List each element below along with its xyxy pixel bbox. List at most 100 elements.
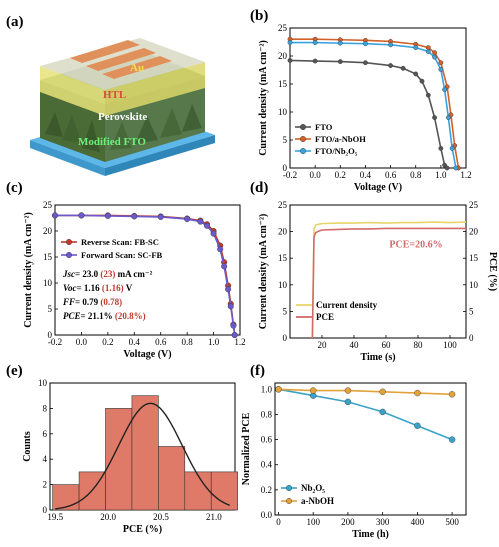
histogram-bar-2 bbox=[105, 408, 133, 511]
data-point-c-1-1 bbox=[78, 212, 85, 219]
annotation-symbol-2: FF bbox=[62, 297, 75, 307]
series-line-b-0 bbox=[289, 59, 448, 169]
legend-label-d-1: PCE bbox=[316, 312, 334, 322]
annotation-2: FF= 0.79 (0.78) bbox=[62, 297, 122, 307]
data-point-b-2-7 bbox=[432, 54, 437, 60]
y-axis-label-right-d: PCE (%) bbox=[487, 252, 498, 291]
x-tick-label-f-3: 300 bbox=[376, 517, 390, 527]
annotation-unit-0: mA cm⁻² bbox=[115, 269, 152, 279]
legend-label-f-1: a-NbOH bbox=[301, 496, 334, 506]
y-tick-label-f-2: 0.4 bbox=[261, 460, 273, 470]
panel-e: (e) 19.5 20.0 20.5 21.0 0 2 4 6 8 10 PCE (%) Counts bbox=[6, 363, 238, 535]
annotation-1: Voc= 1.16 (1.16) V bbox=[63, 283, 133, 293]
x-tick-label-f-5: 500 bbox=[445, 517, 459, 527]
au-electrode-1 bbox=[70, 40, 140, 63]
htl-front-left bbox=[40, 66, 105, 116]
panel-b: (b) -0.2 0.0 0.2 0.4 0.6 0.8 1.0 1.2 0 5 10 15 20 25 V… bbox=[250, 8, 472, 193]
annotation-value-0: = 23.0 bbox=[75, 269, 100, 279]
y-tick-label-e-2: 4 bbox=[43, 454, 48, 464]
x-tick-label-d-0: 20 bbox=[318, 340, 328, 350]
x-tick-label-e-3: 21.0 bbox=[206, 512, 222, 522]
layer-label-au: Au bbox=[130, 62, 144, 74]
x-tick-label-c-0: -0.2 bbox=[48, 337, 62, 347]
data-point-f-1-5 bbox=[448, 391, 456, 398]
x-tick-label-d-2: 60 bbox=[382, 340, 392, 350]
y-tick-label-b-5: 25 bbox=[278, 23, 288, 33]
layer-label-fto: Modified FTO bbox=[78, 136, 146, 148]
panel-a: (a) Au HTL Perovskite Modified FTO bbox=[6, 14, 215, 176]
y-tick-label-c-2: 10 bbox=[43, 278, 53, 288]
y-tick-label-f-3: 0.6 bbox=[261, 435, 273, 445]
legend-label-b-0: FTO bbox=[315, 122, 333, 132]
y-tick-label-d-1: 5 bbox=[283, 306, 288, 316]
y-tick-label-right-d-2: 10 bbox=[469, 280, 479, 290]
y-tick-label-right-d-1: 5 bbox=[469, 306, 474, 316]
annotation-value-1: = 1.16 bbox=[77, 283, 102, 293]
data-point-f-0-2 bbox=[344, 398, 352, 406]
data-point-c-1-14 bbox=[231, 332, 238, 339]
panel-d: (d) 20 40 60 80 100 0 0 5 5 10 10 15 15 20 20 25 25 Time … bbox=[250, 180, 498, 363]
x-tick-label-b-7: 1.2 bbox=[460, 170, 471, 180]
y-tick-label-right-d-0: 0 bbox=[469, 333, 474, 343]
annotation-0: Jsc= 23.0 (23) mA cm⁻² bbox=[62, 269, 153, 279]
x-tick-label-f-0: 0 bbox=[276, 517, 281, 527]
data-point-c-1-9 bbox=[217, 246, 224, 253]
annotation-unit-1: V bbox=[124, 283, 133, 293]
fto-layer-right bbox=[105, 135, 215, 176]
annotation-symbol-0: Jsc bbox=[62, 269, 75, 279]
plot-frame-c bbox=[54, 204, 241, 336]
panel-label-f: (f) bbox=[250, 363, 265, 379]
x-tick-label-d-4: 100 bbox=[443, 340, 457, 350]
data-point-c-1-12 bbox=[227, 303, 234, 310]
data-point-b-0-7 bbox=[419, 78, 425, 84]
panel-label-e: (e) bbox=[6, 363, 23, 379]
x-axis-label-b: Voltage (V) bbox=[354, 182, 402, 193]
x-tick-label-d-1: 40 bbox=[350, 340, 360, 350]
y-axis-label-f: Normalized PCE bbox=[241, 412, 252, 485]
y-axis-label-e: Counts bbox=[22, 431, 33, 462]
histogram-bar-4 bbox=[158, 446, 186, 511]
data-point-b-0-9 bbox=[432, 115, 437, 121]
x-tick-label-c-5: 0.8 bbox=[182, 337, 194, 347]
x-axis-label-e: PCE (%) bbox=[123, 524, 162, 535]
au-electrode-3 bbox=[102, 56, 172, 79]
series-line-f-0 bbox=[278, 388, 453, 441]
legend-label-c-1: Forward Scan: SC-FB bbox=[81, 250, 163, 260]
data-point-b-0-5 bbox=[400, 65, 406, 71]
data-point-f-1-3 bbox=[379, 388, 386, 395]
htl-front-right bbox=[105, 62, 205, 116]
data-point-c-1-7 bbox=[203, 222, 210, 229]
data-point-b-2-1 bbox=[312, 40, 318, 45]
data-point-b-0-2 bbox=[337, 59, 343, 64]
data-point-c-1-10 bbox=[221, 263, 228, 270]
legend-marker-f-1 bbox=[286, 498, 293, 505]
data-point-b-2-2 bbox=[337, 40, 343, 46]
x-tick-label-b-4: 0.6 bbox=[385, 170, 397, 180]
panel-label-b: (b) bbox=[250, 8, 268, 24]
data-point-b-0-0 bbox=[287, 58, 293, 63]
plot-frame-b bbox=[289, 27, 467, 169]
legend-marker-c-1 bbox=[65, 251, 72, 258]
y-tick-label-e-4: 8 bbox=[43, 403, 48, 413]
y-tick-label-b-2: 10 bbox=[278, 107, 288, 117]
data-point-b-2-8 bbox=[438, 67, 444, 72]
x-tick-label-c-7: 1.2 bbox=[234, 337, 245, 347]
y-axis-label-b: Current density (mA cm⁻²) bbox=[258, 40, 269, 156]
plot-frame-d bbox=[289, 204, 467, 339]
legend-label-c-0: Reverse Scan: FB-SC bbox=[81, 237, 159, 247]
data-point-b-2-10 bbox=[445, 115, 451, 121]
data-point-b-2-11 bbox=[449, 145, 455, 151]
panel-label-d: (d) bbox=[250, 180, 268, 196]
y-tick-label-right-d-4: 20 bbox=[469, 227, 479, 237]
y-tick-label-f-0: 0.0 bbox=[261, 510, 273, 520]
annotation-3: PCE= 21.1% (20.8%) bbox=[63, 311, 146, 321]
y-tick-label-c-3: 15 bbox=[43, 252, 53, 262]
x-tick-label-b-1: 0.0 bbox=[310, 170, 322, 180]
data-point-c-1-4 bbox=[157, 213, 164, 220]
y-tick-label-c-4: 20 bbox=[43, 226, 53, 236]
annotation-paren-2: (0.78) bbox=[100, 297, 122, 307]
y-tick-label-b-1: 5 bbox=[283, 135, 288, 145]
data-point-c-1-8 bbox=[210, 230, 217, 237]
annotation-paren-3: (20.8%) bbox=[115, 311, 146, 321]
annotation-value-2: = 0.79 bbox=[75, 297, 100, 307]
